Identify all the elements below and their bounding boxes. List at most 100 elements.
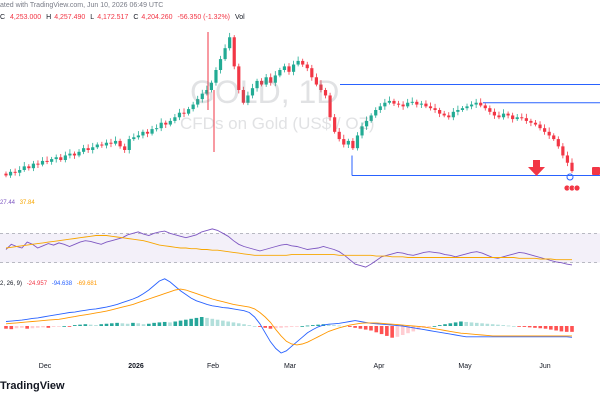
candle-body [50,159,54,162]
ohlc-high-label: H [46,14,52,21]
macd-hist-bar [326,324,331,326]
candle-body [342,139,346,145]
candle-body [218,59,223,70]
macd-hist-bar [363,326,368,330]
candle-body [383,102,387,107]
marker-circle [566,173,574,181]
macd-hist-bar [506,325,511,327]
candle-body [396,103,401,105]
macd-hist-bar [247,325,252,326]
candle-body [77,151,81,156]
candle-body [8,171,13,176]
candle-body [433,108,437,110]
candle-body [100,144,104,146]
candle-body [301,60,305,65]
candle-body [360,126,364,136]
macd-hist-bar [554,326,558,331]
candle-body [18,170,22,173]
candle-body [479,102,483,106]
candle-body [305,64,309,69]
candle-body [132,137,136,140]
macd-hist-bar [564,326,569,332]
candle-body [127,139,131,150]
candle-body [287,66,291,72]
watermark-name: CFDs on Gold (US$ / OZ) [180,114,375,133]
candle-body [72,153,77,156]
candle-body [54,157,58,160]
candle-body [173,117,177,121]
candle-body [223,48,227,60]
macd-hist-bar [51,326,56,327]
rsi-ma-line [5,235,572,261]
macd-hist-bar [543,326,548,329]
x-tick-apr: Apr [373,363,385,370]
macd-hist-bar [115,322,119,326]
candle-body [410,101,414,103]
macd-hist-bar [210,318,215,326]
candle-body [59,157,63,160]
candle-body [296,60,300,65]
macd-v2: -94.638 [51,281,73,287]
candle-body [323,90,328,96]
candle-body [159,122,163,129]
macd-pane [4,278,574,354]
candle-body [355,135,360,149]
candle-body [237,66,241,90]
candle-body [113,140,118,144]
macd-hist-bar [109,323,114,326]
candle-body [246,95,250,103]
macd-hist-bar [517,326,521,327]
macd-hist-bar [215,319,220,326]
candle-body [319,84,323,90]
macd-hist-bar [474,322,479,326]
candle-body [68,153,72,156]
macd-hist-bar [30,326,35,329]
macd-hist-bar [337,325,342,327]
candle-body [22,166,26,170]
macd-hist-bar [427,326,431,327]
macd-hist-bar [231,322,236,326]
macd-hist-bar [173,321,178,326]
candle-body [4,173,8,176]
macd-hist-bar [236,323,241,326]
candle-body [351,140,355,149]
macd-legend: 2, 26, 9) -24.957 -94.638 -69.681 [0,281,97,287]
ohlc-prefix: C [0,14,6,21]
candle-body [209,82,214,90]
rsi-value: 27.44 [0,200,16,206]
macd-hist-bar [406,326,410,334]
macd-hist-bar [411,326,416,332]
macd-hist-bar [57,326,61,327]
macd-hist-bar [316,324,320,326]
macd-hist-bar [538,326,543,329]
macd-hist-bar [104,323,109,326]
candle-body [31,163,35,169]
macd-hist-bar [416,326,421,330]
x-tick-mar: Mar [283,363,297,370]
macd-hist-bar [62,326,66,327]
macd-v1: -24.957 [26,281,48,287]
macd-hist-bar [252,326,257,327]
candle-body [364,120,369,127]
signal-line [5,288,572,346]
candle-body [273,75,277,83]
candle-body [191,104,195,110]
candle-body [150,129,154,134]
candle-body [415,101,419,105]
candle-body [570,162,574,172]
candle-body [533,122,538,125]
candle-body [333,117,337,132]
candle-body [460,108,465,110]
rsi-line [5,228,573,268]
macd-hist-bar [311,325,315,326]
macd-hist-bar [72,325,77,326]
candle-body [428,106,433,109]
macd-hist-bar [390,326,394,338]
candle-body [136,135,140,138]
overlay [528,160,600,192]
macd-hist-bar [263,326,267,328]
candle-body [250,88,255,96]
macd-hist-bar [453,322,458,326]
